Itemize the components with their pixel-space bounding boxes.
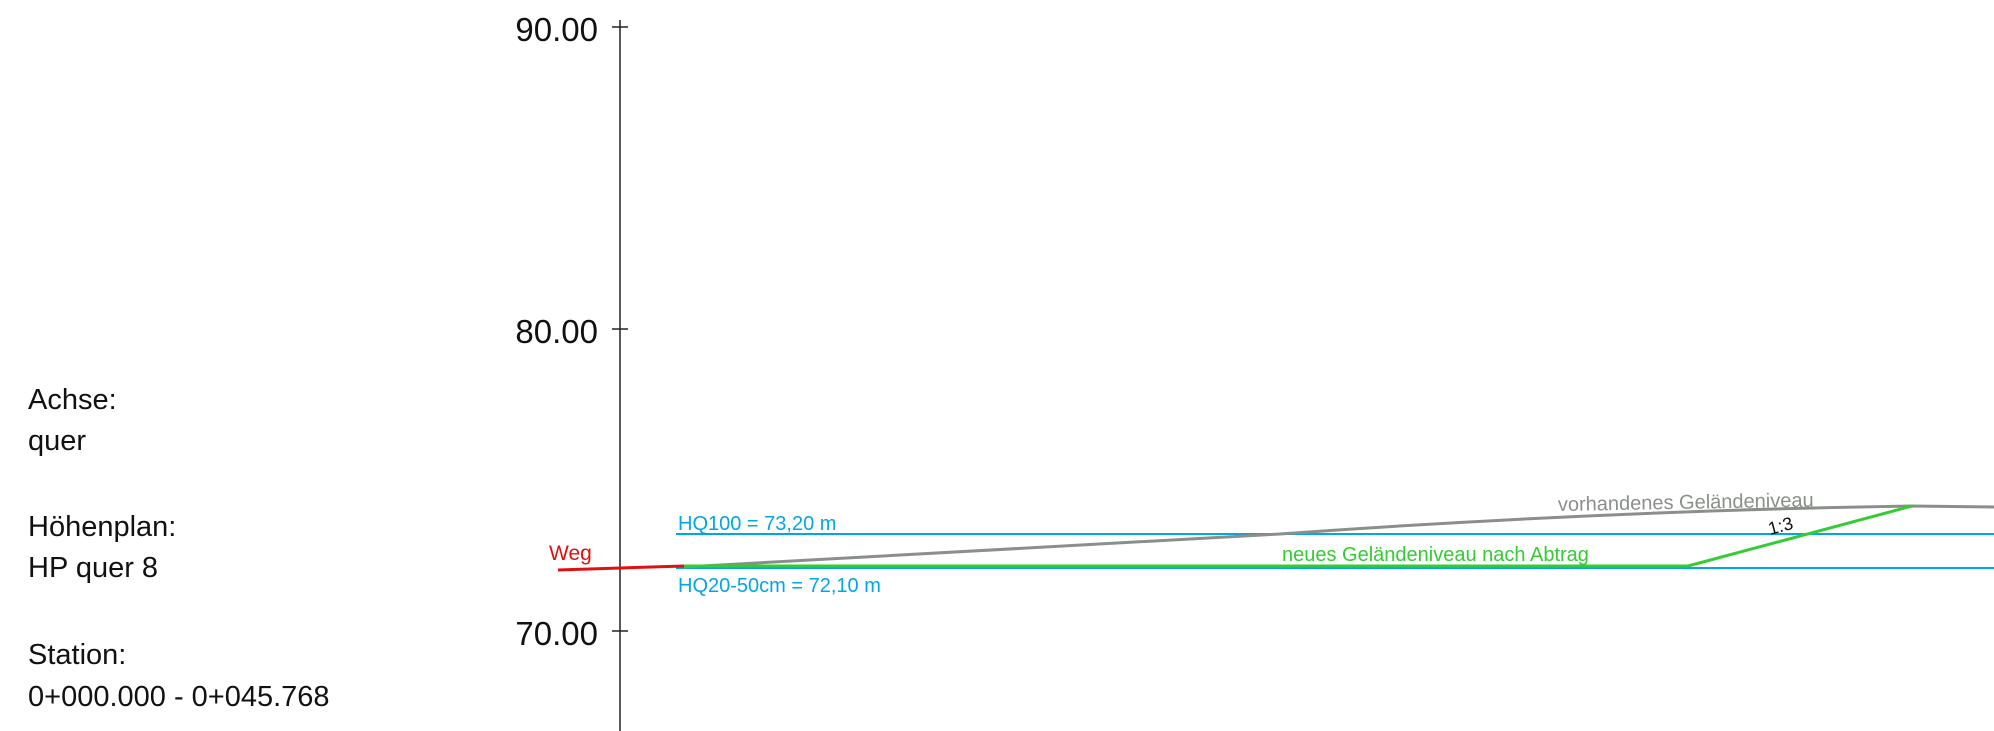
existing-terrain-label: vorhandenes Geländeniveau <box>1558 490 1814 516</box>
path: Weg <box>549 542 685 572</box>
water-levels: HQ100 = 73,20 m HQ20-50cm = 72,10 m <box>676 513 1994 597</box>
y-tick-label-80: 80.00 <box>515 313 598 350</box>
path-label: Weg <box>549 542 592 565</box>
info-block: Achse: quer Höhenplan: HP quer 8 Station… <box>28 384 330 713</box>
y-tick-label-70: 70.00 <box>515 615 598 652</box>
new-terrain-line <box>684 504 1913 568</box>
hq100-label: HQ100 = 73,20 m <box>678 513 836 535</box>
new-terrain-label: neues Geländeniveau nach Abtrag <box>1282 544 1589 566</box>
y-axis: 90.00 80.00 70.00 <box>515 11 628 731</box>
plan-label: Höhenplan: <box>28 511 176 543</box>
axis-label: Achse: <box>28 384 117 416</box>
hq20-label: HQ20-50cm = 72,10 m <box>678 575 881 597</box>
existing-terrain-line <box>683 504 1994 569</box>
y-tick-label-90: 90.00 <box>515 11 598 48</box>
station-label: Station: <box>28 639 126 671</box>
new-terrain: neues Geländeniveau nach Abtrag 1:3 <box>684 504 1913 568</box>
axis-value: quer <box>28 425 86 457</box>
plan-value: HP quer 8 <box>28 552 158 584</box>
existing-terrain: vorhandenes Geländeniveau <box>683 490 1994 569</box>
path-line <box>557 564 685 572</box>
station-value: 0+000.000 - 0+045.768 <box>28 681 330 713</box>
